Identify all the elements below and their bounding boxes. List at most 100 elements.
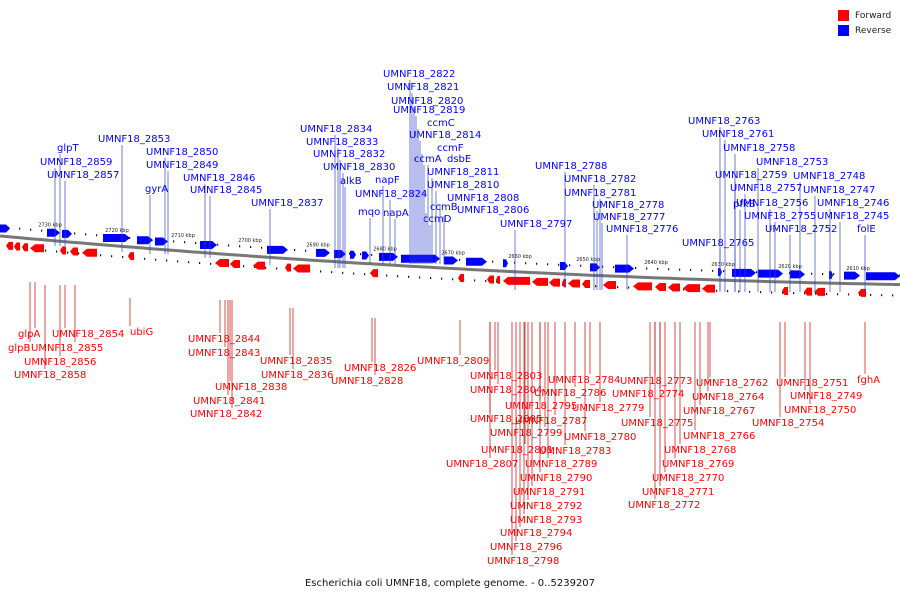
forward-gene-arrow bbox=[532, 277, 548, 286]
kbp-tick-label: 2680 kbp bbox=[373, 247, 397, 253]
tick-mark bbox=[210, 262, 212, 265]
reverse-gene-label: UMNF18_2777 bbox=[593, 212, 665, 223]
tick-mark bbox=[228, 244, 230, 247]
tick-mark bbox=[78, 252, 80, 255]
forward-gene-label: glpB bbox=[8, 343, 30, 354]
reverse-gene-label: UMNF18_2853 bbox=[98, 134, 170, 145]
reverse-gene-arrow bbox=[503, 259, 508, 268]
tick-mark bbox=[331, 271, 333, 274]
tick-mark bbox=[349, 252, 351, 255]
tick-mark bbox=[679, 268, 681, 271]
forward-gene-arrow bbox=[458, 273, 464, 282]
tick-mark bbox=[452, 278, 454, 281]
forward-gene-label: UMNF18_2828 bbox=[331, 376, 403, 387]
forward-gene-label: UMNF18_2766 bbox=[683, 431, 755, 442]
reverse-gene-label: UMNF18_2850 bbox=[146, 147, 218, 158]
legend-forward-label: Forward bbox=[855, 10, 892, 21]
genome-caption: Escherichia coli UMNF18, complete genome… bbox=[304, 578, 596, 589]
tick-mark bbox=[254, 266, 256, 268]
kbp-tick-label: 2710 kbp bbox=[171, 233, 195, 239]
reverse-gene-arrow bbox=[155, 237, 168, 246]
tick-mark bbox=[837, 293, 839, 296]
tick-mark bbox=[701, 269, 703, 272]
tick-mark bbox=[723, 270, 725, 273]
forward-gene-label: UMNF18_2835 bbox=[260, 356, 332, 367]
reverse-gene-label: UMNF18_2788 bbox=[535, 161, 607, 172]
kbp-tick-label: 2660 kbp bbox=[508, 254, 532, 260]
reverse-gene-label: UMNF18_2857 bbox=[47, 170, 119, 181]
kbp-tick-label: 2640 kbp bbox=[644, 260, 668, 266]
kbp-tick-label: 2730 kbp bbox=[38, 222, 62, 228]
tick-mark bbox=[144, 257, 146, 260]
reverse-gene-arrow bbox=[362, 251, 369, 260]
forward-gene-label: UMNF18_2843 bbox=[188, 348, 260, 359]
tick-mark bbox=[613, 266, 615, 269]
tick-mark bbox=[848, 293, 850, 296]
tick-mark bbox=[166, 259, 168, 262]
reverse-gene-label: UMNF18_2782 bbox=[564, 174, 636, 185]
forward-gene-label: UMNF18_2751 bbox=[776, 378, 848, 389]
reverse-gene-arrow bbox=[350, 250, 356, 259]
reverse-gene-label: pfkB bbox=[733, 199, 756, 210]
tick-mark bbox=[870, 293, 872, 296]
kbp-tick-label: 2610 kbp bbox=[846, 266, 870, 272]
forward-gene-arrow bbox=[60, 246, 66, 255]
kbp-tick-label: 2630 kbp bbox=[711, 262, 735, 268]
tick-mark bbox=[441, 277, 443, 280]
forward-gene-label: UMNF18_2826 bbox=[344, 363, 416, 374]
forward-gene-arrow bbox=[285, 263, 291, 272]
forward-gene-label: UMNF18_2779 bbox=[572, 403, 644, 414]
reverse-gene-label: UMNF18_2753 bbox=[756, 157, 828, 168]
reverse-gene-label: UMNF18_2806 bbox=[457, 205, 529, 216]
forward-gene-label: UMNF18_2784 bbox=[548, 375, 620, 386]
reverse-gene-label: folE bbox=[857, 224, 876, 235]
forward-gene-label: UMNF18_2855 bbox=[31, 343, 103, 354]
reverse-gene-label: UMNF18_2747 bbox=[803, 185, 875, 196]
tick-mark bbox=[547, 263, 549, 266]
tick-mark bbox=[261, 246, 263, 249]
tick-mark bbox=[727, 290, 729, 293]
forward-gene-arrow bbox=[293, 264, 310, 273]
forward-swatch-icon bbox=[838, 10, 849, 21]
reverse-gene-label: napF bbox=[375, 175, 400, 186]
reverse-gene-label: UMNF18_2763 bbox=[688, 116, 760, 127]
tick-mark bbox=[595, 285, 597, 288]
forward-gene-arrow bbox=[582, 280, 590, 289]
forward-gene-label: UMNF18_2799 bbox=[490, 428, 562, 439]
reverse-gene-arrow bbox=[560, 262, 568, 271]
forward-gene-arrow bbox=[668, 283, 680, 292]
forward-gene-label: UMNF18_2790 bbox=[520, 473, 592, 484]
tick-mark bbox=[239, 245, 241, 248]
reverse-gene-label: UMNF18_2824 bbox=[355, 189, 427, 200]
forward-gene-label: UMNF18_2786 bbox=[534, 388, 606, 399]
tick-mark bbox=[602, 265, 604, 268]
forward-gene-arrow bbox=[702, 284, 715, 293]
forward-gene-label: UMNF18_2793 bbox=[510, 515, 582, 526]
forward-gene-arrow bbox=[633, 282, 652, 291]
kbp-tick-label: 2650 kbp bbox=[576, 257, 600, 263]
forward-gene-label: UMNF18_2794 bbox=[500, 528, 572, 539]
tick-mark bbox=[188, 261, 190, 264]
forward-gene-arrow bbox=[683, 284, 700, 293]
tick-mark bbox=[250, 246, 252, 248]
reverse-gene-label: UMNF18_2758 bbox=[723, 143, 795, 154]
tick-mark bbox=[628, 286, 630, 289]
reverse-gene-label: UMNF18_2834 bbox=[300, 124, 372, 135]
tick-mark bbox=[496, 280, 498, 283]
tick-mark bbox=[514, 261, 516, 264]
forward-gene-label: UMNF18_2792 bbox=[510, 501, 582, 512]
reverse-gene-arrow bbox=[732, 268, 756, 277]
tick-mark bbox=[580, 264, 582, 267]
tick-mark bbox=[305, 249, 307, 252]
reverse-gene-arrow bbox=[267, 245, 288, 254]
tick-mark bbox=[826, 292, 828, 295]
forward-gene-arrow bbox=[549, 278, 560, 287]
tick-mark bbox=[111, 255, 113, 258]
forward-gene-arrow bbox=[6, 241, 13, 250]
forward-gene-arrow bbox=[858, 288, 866, 297]
reverse-gene-label: ccmA bbox=[414, 154, 442, 165]
forward-gene-arrow bbox=[30, 244, 44, 253]
tick-mark bbox=[811, 272, 813, 275]
forward-gene-arrow bbox=[568, 279, 580, 288]
